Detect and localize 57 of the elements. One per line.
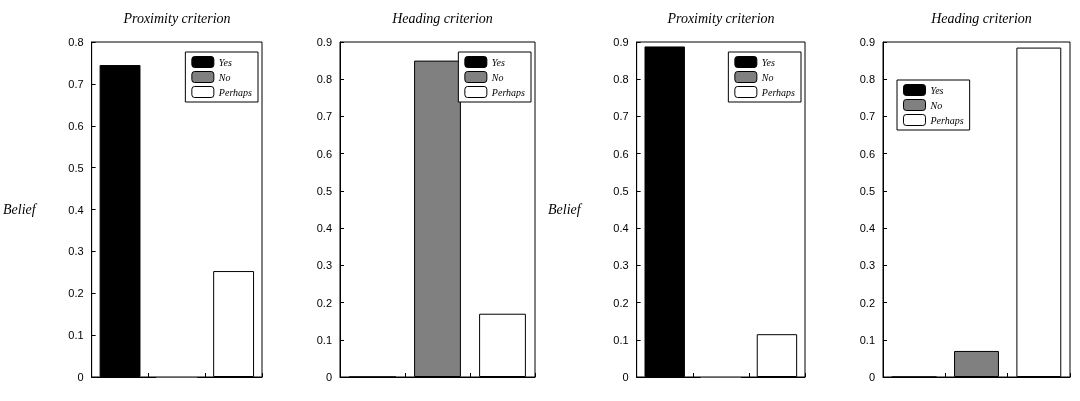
y-tick-label: 0.3	[859, 259, 875, 272]
y-tick-label: 0.1	[613, 333, 629, 346]
y-tick-label: 0	[325, 371, 332, 383]
y-tick-label: 0.6	[68, 119, 84, 132]
y-axis-title: Belief	[2, 202, 38, 217]
y-tick-label: 0	[868, 371, 875, 383]
y-tick-label: 0.6	[613, 147, 629, 160]
y-tick-label: 0.5	[316, 184, 332, 197]
legend-label: Yes	[930, 84, 944, 96]
legend-label: No	[490, 71, 504, 83]
y-tick-label: 0.9	[613, 36, 629, 48]
y-tick-label: 0.2	[68, 287, 84, 300]
y-tick-label: 0.7	[316, 110, 332, 123]
y-tick-label: 0.3	[316, 259, 332, 272]
y-tick-label: 0.8	[68, 36, 84, 48]
y-tick-label: 0.2	[316, 296, 332, 309]
legend-label: Perhaps	[490, 86, 526, 98]
y-tick-label: 0.9	[316, 36, 332, 48]
y-tick-label: 0.5	[859, 184, 875, 197]
y-tick-label: 0.6	[859, 147, 875, 160]
y-tick-label: 0.2	[859, 296, 875, 309]
legend-label: Yes	[218, 56, 232, 68]
y-axis-title: Belief	[547, 202, 583, 217]
y-tick-label: 0.4	[613, 222, 629, 235]
chart-title: Heading criterion	[930, 10, 1032, 26]
y-tick-label: 0.7	[68, 77, 84, 90]
legend-label: Perhaps	[929, 114, 964, 126]
y-tick-label: 0.8	[859, 73, 875, 86]
y-tick-label: 0.3	[68, 245, 84, 258]
legend-label: Perhaps	[217, 86, 253, 98]
legend-label: Perhaps	[760, 86, 796, 98]
y-tick-label: 0.1	[859, 333, 875, 346]
y-tick-label: 0.5	[68, 161, 84, 174]
legend-label: No	[760, 71, 774, 83]
y-tick-label: 0.4	[68, 203, 84, 216]
y-tick-label: 0.7	[613, 110, 629, 123]
y-tick-label: 0.7	[859, 110, 875, 123]
y-tick-label: 0	[622, 371, 629, 383]
y-tick-label: 0.1	[316, 333, 332, 346]
legend-label: Yes	[491, 56, 505, 68]
chart-title: Heading criterion	[391, 10, 493, 26]
y-tick-label: 0.4	[316, 222, 332, 235]
chart-title: Proximity criterion	[666, 10, 775, 26]
y-tick-label: 0.2	[613, 296, 629, 309]
legend-label: Yes	[761, 56, 775, 68]
y-tick-label: 0.9	[859, 36, 875, 48]
y-tick-label: 0.5	[613, 184, 629, 197]
y-tick-label: 0.3	[613, 259, 629, 272]
y-tick-label: 0.6	[316, 147, 332, 160]
legend-label: No	[217, 71, 231, 83]
y-tick-label: 0.4	[859, 222, 875, 235]
y-tick-label: 0.8	[316, 73, 332, 86]
y-tick-label: 0.8	[613, 73, 629, 86]
y-tick-label: 0.1	[68, 329, 84, 342]
y-tick-label: 0	[77, 371, 84, 383]
legend-label: No	[929, 99, 943, 111]
chart-title: Proximity criterion	[122, 10, 231, 26]
